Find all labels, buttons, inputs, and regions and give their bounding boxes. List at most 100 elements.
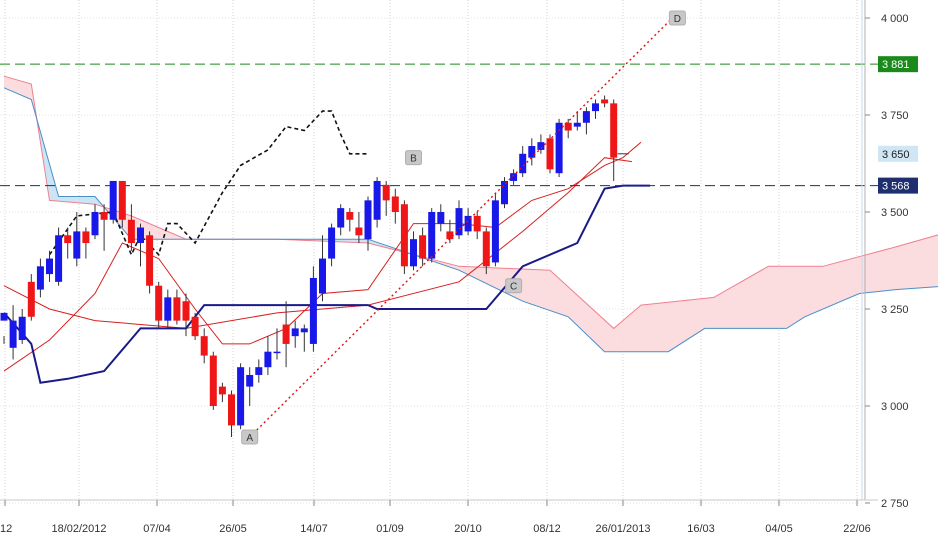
candle <box>501 177 508 209</box>
candle <box>200 328 208 364</box>
point-c: C <box>505 278 523 294</box>
candle-body <box>564 122 572 131</box>
point-label-text: D <box>674 14 681 25</box>
candle <box>109 180 117 224</box>
x-tick-label: 07/04 <box>143 523 171 535</box>
candle-body <box>382 184 390 201</box>
trend-line-a-d <box>249 20 670 438</box>
candle-body <box>610 103 618 158</box>
x-tick-label: 26/05 <box>219 523 247 535</box>
candle <box>309 266 317 352</box>
candle-body <box>82 231 90 244</box>
candle-body <box>91 212 99 236</box>
badge-last-price-box <box>878 145 918 162</box>
candle-body <box>346 212 354 220</box>
badge-3568-text: 3 568 <box>882 181 910 193</box>
candle <box>419 227 427 267</box>
candle <box>464 208 472 236</box>
candle <box>18 309 26 344</box>
candlesticks <box>0 95 629 438</box>
y-tick-label: 2 750 <box>881 498 909 510</box>
candle <box>264 336 272 375</box>
candle <box>209 351 217 410</box>
candle-body <box>410 239 417 267</box>
candle-body <box>64 235 72 244</box>
candle-body <box>137 227 144 244</box>
candle <box>237 363 245 430</box>
x-axis: 12 18/02/2012 07/04 26/05 14/07 01/09 20/10 08/… <box>0 500 871 535</box>
candle <box>610 99 618 181</box>
candle <box>346 208 354 232</box>
candle <box>391 188 399 224</box>
candle-body <box>27 281 35 317</box>
candle-body <box>300 328 308 333</box>
pattern-points: A B C D <box>241 10 686 445</box>
candle <box>127 204 135 251</box>
candle-body <box>264 351 272 368</box>
candle-body <box>146 235 154 286</box>
x-tick-label: 26/01/2013 <box>595 523 650 535</box>
candle <box>373 177 381 228</box>
candle <box>91 204 99 240</box>
candle <box>73 212 81 267</box>
candle-body <box>282 324 290 344</box>
y-tick-label: 3 250 <box>881 304 909 316</box>
candle <box>491 192 499 267</box>
candle-body <box>228 394 235 426</box>
badge-last-price-text: 3 650 <box>882 149 910 161</box>
candle <box>218 382 226 403</box>
candle-body <box>319 258 326 294</box>
candle-body <box>400 204 408 267</box>
point-label-box <box>668 10 686 26</box>
candle-body <box>482 231 490 267</box>
x-tick-label: 08/12 <box>533 523 561 535</box>
horizontal-levels <box>0 63 878 187</box>
candle <box>182 293 190 337</box>
cloud-bearish <box>277 239 413 255</box>
candle <box>100 204 108 251</box>
candle <box>519 146 527 178</box>
candle-body <box>528 146 536 158</box>
candle-body <box>182 301 190 321</box>
candle-body <box>501 180 508 205</box>
candle-body <box>155 285 163 321</box>
candle <box>473 212 481 240</box>
candle <box>191 312 199 341</box>
candle-body <box>291 328 299 337</box>
y-tick-label: 3 000 <box>881 401 909 413</box>
candle <box>528 138 536 166</box>
candle-body <box>200 336 208 356</box>
candle-body <box>582 111 590 123</box>
candle <box>164 289 172 329</box>
candle-body <box>18 316 26 341</box>
candle-body <box>328 227 336 259</box>
candle <box>319 235 326 302</box>
candle-body <box>309 277 317 344</box>
candle <box>173 289 181 325</box>
candle-body <box>218 386 226 395</box>
senkou-span-b <box>3 87 938 353</box>
candle-body <box>464 215 472 232</box>
price-badges: 3 881 3 650 3 568 <box>878 56 918 194</box>
x-tick-label: 04/05 <box>765 523 793 535</box>
candle-body <box>36 266 44 290</box>
candle-body <box>455 208 463 236</box>
candle <box>82 227 90 259</box>
candle <box>300 324 308 352</box>
candle <box>146 231 154 294</box>
x-tick-label: 20/10 <box>454 523 482 535</box>
point-label-text: C <box>510 282 517 293</box>
candle-body <box>9 320 17 348</box>
x-tick-label: 18/02/2012 <box>51 523 106 535</box>
x-tick-label: 16/03 <box>687 523 715 535</box>
chikou-span-line <box>48 110 368 257</box>
cloud-bullish <box>4 76 37 119</box>
badge-last-price: 3 650 <box>878 145 918 162</box>
candle <box>582 107 590 135</box>
y-tick-label: 3 750 <box>881 110 909 122</box>
candle-body <box>127 219 135 244</box>
point-label-text: B <box>410 154 417 165</box>
senkou-span-a <box>3 75 938 330</box>
y-axis: 4 000 3 750 3 500 3 250 3 000 2 750 <box>865 13 909 510</box>
candle-body <box>510 173 518 181</box>
